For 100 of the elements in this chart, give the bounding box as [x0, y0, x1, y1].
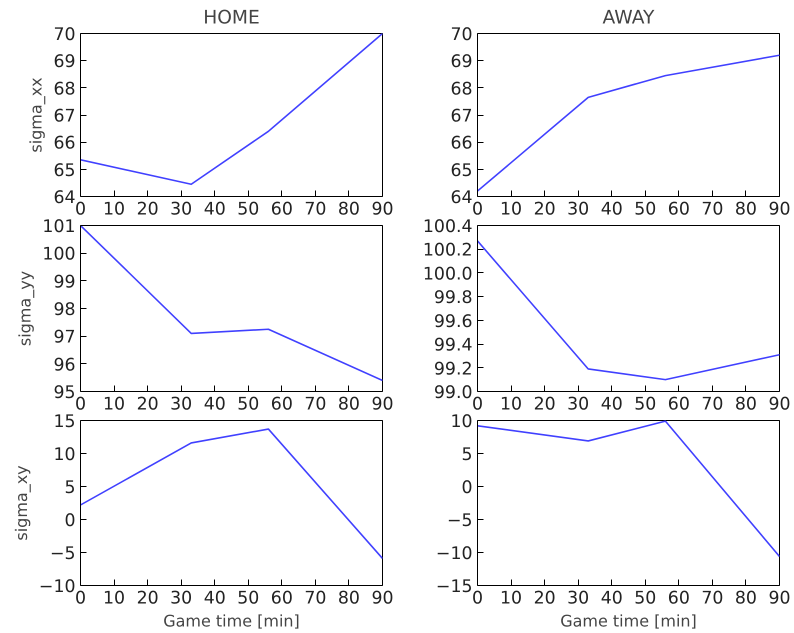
y-tick-label: 66 — [450, 134, 473, 154]
x-tick-label: 60 — [270, 200, 293, 220]
y-tick-label: 15 — [53, 412, 76, 432]
y-tick-label: 100 — [42, 244, 76, 265]
x-tick-label: 20 — [136, 200, 159, 220]
x-tick-label: 50 — [237, 394, 260, 414]
y-tick-label: 100.2 — [422, 240, 473, 261]
x-tick-label: 10 — [103, 394, 126, 414]
y-tick-label: 67 — [53, 106, 76, 126]
y-tick-label: −15 — [436, 577, 473, 597]
x-tick-label: 10 — [500, 588, 522, 608]
x-tick-label: 70 — [304, 394, 326, 414]
y-tick-label: 99 — [53, 272, 76, 292]
y-axis-title: sigma_yy — [15, 270, 34, 346]
x-tick-label: 60 — [668, 394, 690, 414]
x-tick-label: 30 — [170, 588, 192, 608]
x-tick-label: 80 — [338, 394, 360, 414]
x-tick-label: 40 — [204, 200, 226, 220]
x-tick-label: 40 — [600, 200, 623, 220]
y-tick-label: −5 — [50, 544, 76, 564]
x-tick-label: 10 — [500, 200, 522, 220]
x-tick-label: 60 — [668, 588, 690, 608]
y-tick-label: 97 — [53, 328, 76, 348]
x-tick-label: 10 — [103, 588, 126, 608]
y-tick-label: −10 — [436, 544, 473, 564]
y-tick-label: 95 — [53, 383, 76, 403]
x-tick-label: 70 — [304, 588, 326, 608]
x-tick-label: 30 — [567, 588, 590, 608]
x-tick-label: 40 — [204, 588, 226, 608]
x-tick-label: 20 — [136, 394, 159, 414]
x-tick-label: 20 — [534, 394, 556, 414]
y-tick-label: 99.0 — [434, 383, 473, 403]
y-tick-label: 10 — [450, 412, 473, 432]
y-tick-label: 67 — [450, 106, 473, 126]
x-tick-label: 90 — [768, 394, 791, 414]
y-tick-label: 96 — [53, 355, 76, 376]
x-tick-label: 50 — [237, 588, 260, 608]
y-tick-label: 99.2 — [434, 359, 473, 380]
x-tick-label: 10 — [103, 200, 126, 220]
x-tick-label: 70 — [304, 200, 326, 220]
y-axis-title: sigma_xx — [26, 77, 46, 153]
y-tick-label: 10 — [53, 445, 76, 465]
x-axis-title: Game time [min] — [560, 612, 697, 630]
y-tick-label: 100.0 — [422, 264, 473, 284]
chart-title: HOME — [203, 8, 260, 28]
x-tick-label: 90 — [768, 588, 791, 608]
y-tick-label: 70 — [450, 25, 473, 45]
y-tick-label: 5 — [64, 478, 76, 498]
y-tick-label: 101 — [42, 217, 76, 237]
y-tick-label: 70 — [53, 25, 76, 45]
x-tick-label: 90 — [768, 200, 791, 220]
x-tick-label: 80 — [734, 200, 757, 220]
x-tick-label: 40 — [600, 394, 623, 414]
x-tick-label: 60 — [270, 394, 293, 414]
x-tick-label: 50 — [237, 200, 260, 220]
x-tick-label: 90 — [371, 394, 394, 414]
x-tick-label: 50 — [634, 588, 656, 608]
chart-title: AWAY — [602, 8, 656, 28]
x-tick-label: 40 — [600, 588, 623, 608]
y-tick-label: 99.4 — [434, 336, 473, 356]
x-tick-label: 60 — [270, 588, 293, 608]
x-tick-label: 80 — [734, 588, 757, 608]
y-tick-label: 5 — [461, 445, 473, 465]
x-tick-label: 90 — [371, 200, 394, 220]
y-tick-label: 0 — [64, 511, 76, 531]
y-tick-label: 100.4 — [422, 217, 473, 237]
y-tick-label: 64 — [53, 188, 76, 208]
x-tick-label: 20 — [534, 588, 556, 608]
y-tick-label: 65 — [53, 160, 76, 181]
x-axis-title: Game time [min] — [163, 612, 300, 630]
x-tick-label: 50 — [634, 394, 656, 414]
x-tick-label: 10 — [500, 394, 522, 414]
y-tick-label: 68 — [450, 79, 473, 100]
y-tick-label: 69 — [53, 52, 76, 72]
x-tick-label: 70 — [701, 200, 724, 220]
x-tick-label: 30 — [170, 200, 192, 220]
y-tick-label: 65 — [450, 160, 473, 181]
y-tick-label: 99.6 — [434, 312, 473, 332]
x-tick-label: 60 — [668, 200, 690, 220]
x-tick-label: 30 — [567, 200, 590, 220]
y-tick-label: 64 — [450, 188, 473, 208]
y-axis-title: sigma_xy — [12, 465, 31, 541]
x-tick-label: 70 — [701, 588, 724, 608]
x-tick-label: 30 — [170, 394, 192, 414]
y-tick-label: 99.8 — [434, 288, 473, 308]
y-tick-label: 0 — [461, 478, 473, 498]
x-tick-label: 40 — [204, 394, 226, 414]
y-tick-label: −10 — [38, 577, 76, 597]
x-tick-label: 50 — [634, 200, 656, 220]
x-tick-label: 80 — [338, 588, 360, 608]
y-tick-label: 69 — [450, 52, 473, 72]
x-tick-label: 80 — [338, 200, 360, 220]
y-tick-label: 98 — [53, 300, 76, 320]
x-tick-label: 80 — [734, 394, 757, 414]
y-tick-label: 68 — [53, 79, 76, 100]
x-tick-label: 30 — [567, 394, 590, 414]
x-tick-label: 20 — [136, 588, 159, 608]
x-tick-label: 70 — [701, 394, 724, 414]
x-tick-label: 20 — [534, 200, 556, 220]
y-tick-label: 66 — [53, 134, 76, 154]
